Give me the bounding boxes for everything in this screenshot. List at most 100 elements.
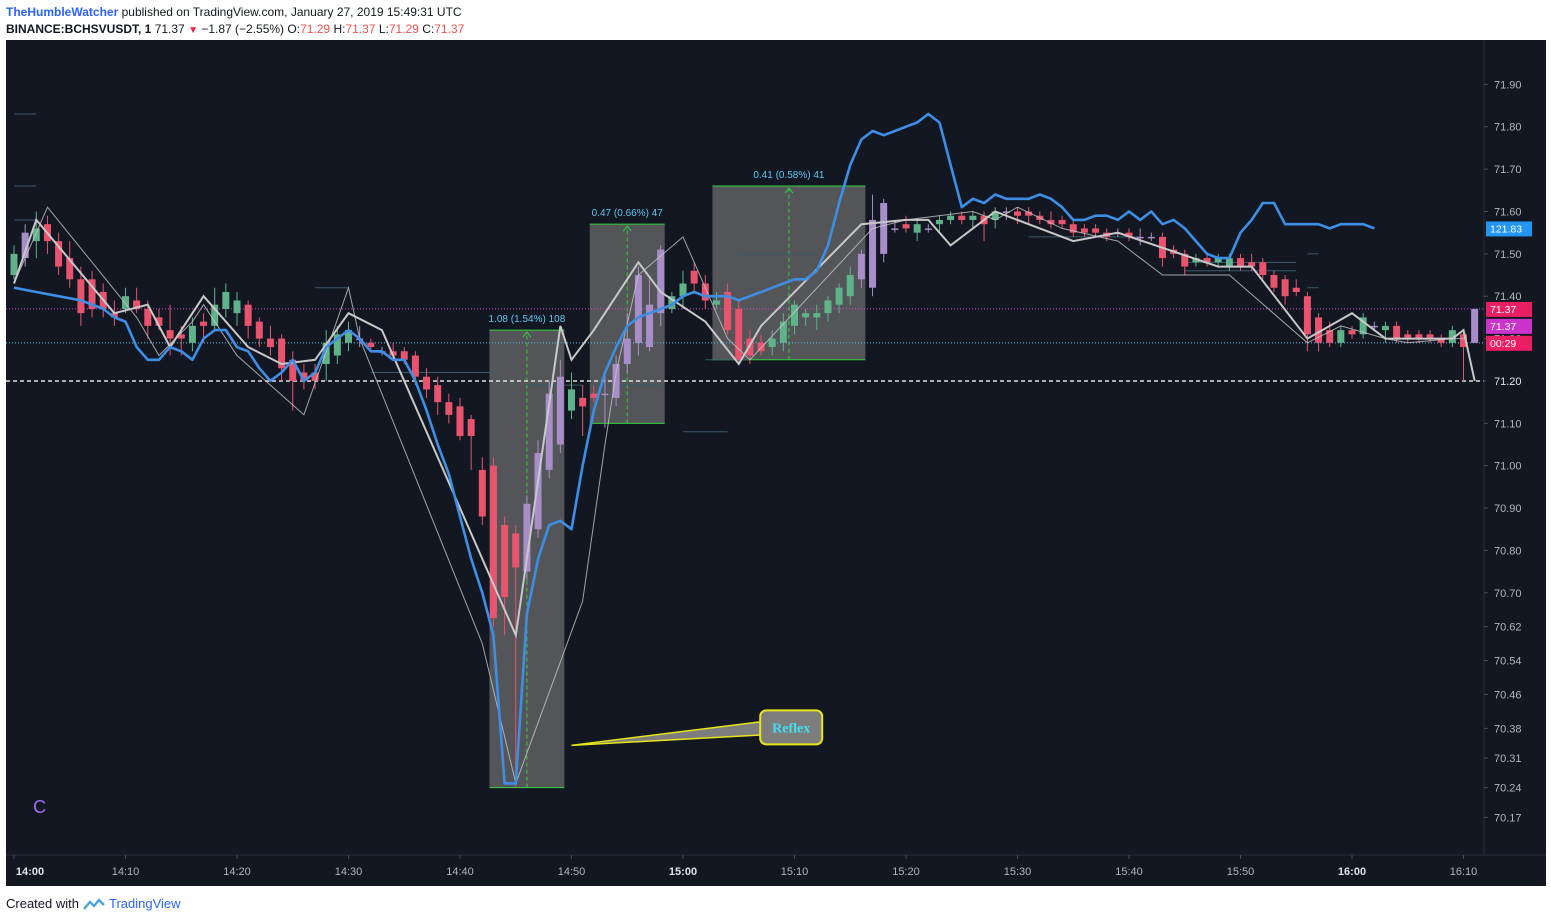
candle[interactable] bbox=[556, 359, 564, 453]
candle[interactable] bbox=[66, 241, 74, 288]
candle[interactable] bbox=[768, 330, 776, 356]
candle[interactable] bbox=[122, 287, 129, 314]
candle[interactable] bbox=[255, 317, 263, 348]
candle[interactable] bbox=[679, 270, 687, 309]
candle[interactable] bbox=[1281, 275, 1289, 305]
candle[interactable] bbox=[1415, 330, 1423, 343]
candle[interactable] bbox=[824, 296, 832, 322]
candle[interactable] bbox=[1092, 224, 1100, 237]
candle[interactable] bbox=[478, 457, 486, 525]
candle[interactable] bbox=[489, 457, 497, 627]
candle[interactable] bbox=[1437, 334, 1445, 348]
candle[interactable] bbox=[568, 372, 575, 420]
price-axis[interactable] bbox=[1484, 40, 1546, 886]
candle[interactable] bbox=[1270, 270, 1278, 292]
tradingview-link[interactable]: TradingView bbox=[108, 896, 181, 911]
candle[interactable] bbox=[1192, 253, 1200, 267]
candle[interactable] bbox=[345, 321, 352, 352]
candle[interactable] bbox=[724, 283, 732, 335]
candle[interactable] bbox=[902, 215, 910, 233]
candle[interactable] bbox=[501, 516, 509, 636]
candle[interactable] bbox=[311, 364, 319, 390]
candle[interactable] bbox=[668, 291, 676, 314]
candle[interactable] bbox=[1136, 228, 1144, 246]
candle[interactable] bbox=[969, 211, 977, 229]
candle[interactable] bbox=[746, 330, 754, 364]
author-link[interactable]: TheHumbleWatcher bbox=[6, 5, 119, 19]
candle[interactable] bbox=[523, 495, 531, 581]
callout-box[interactable] bbox=[759, 709, 824, 746]
candle[interactable] bbox=[222, 283, 230, 318]
candle[interactable] bbox=[802, 308, 810, 326]
candle[interactable] bbox=[188, 317, 196, 352]
candle[interactable] bbox=[1125, 228, 1133, 242]
candle[interactable] bbox=[1058, 215, 1066, 229]
candle[interactable] bbox=[791, 300, 798, 335]
candle[interactable] bbox=[467, 414, 475, 470]
candle[interactable] bbox=[690, 262, 698, 292]
candle[interactable] bbox=[55, 232, 63, 276]
candle[interactable] bbox=[924, 224, 932, 233]
candle[interactable] bbox=[701, 275, 709, 309]
candle[interactable] bbox=[545, 380, 553, 479]
candle[interactable] bbox=[534, 440, 542, 538]
candle[interactable] bbox=[1292, 279, 1300, 297]
candle[interactable] bbox=[233, 291, 241, 326]
candle[interactable] bbox=[869, 194, 877, 297]
candle[interactable] bbox=[434, 376, 442, 415]
candle[interactable] bbox=[300, 364, 308, 390]
candle[interactable] bbox=[857, 249, 865, 288]
candle[interactable] bbox=[1404, 330, 1412, 343]
candle[interactable] bbox=[1337, 325, 1345, 348]
candle[interactable] bbox=[646, 279, 654, 352]
candle[interactable] bbox=[1147, 232, 1155, 242]
candle[interactable] bbox=[445, 393, 453, 424]
candle[interactable] bbox=[657, 245, 665, 326]
candle[interactable] bbox=[1448, 325, 1456, 348]
candle[interactable] bbox=[880, 198, 888, 263]
candle[interactable] bbox=[1214, 253, 1222, 267]
candle[interactable] bbox=[1047, 211, 1055, 229]
candle[interactable] bbox=[1014, 207, 1021, 225]
candle[interactable] bbox=[367, 338, 375, 352]
candle[interactable] bbox=[757, 334, 765, 356]
candle[interactable] bbox=[579, 385, 587, 437]
candle[interactable] bbox=[1259, 258, 1267, 280]
candle[interactable] bbox=[266, 325, 274, 356]
candle[interactable] bbox=[1080, 224, 1088, 237]
candle[interactable] bbox=[1181, 249, 1189, 276]
candle[interactable] bbox=[21, 224, 29, 267]
candle[interactable] bbox=[1237, 253, 1244, 271]
candle[interactable] bbox=[322, 330, 330, 381]
candle[interactable] bbox=[601, 372, 609, 428]
candle[interactable] bbox=[958, 211, 966, 225]
candle[interactable] bbox=[935, 215, 943, 233]
candle[interactable] bbox=[1471, 308, 1479, 343]
candle[interactable] bbox=[244, 300, 252, 339]
candle[interactable] bbox=[835, 283, 843, 314]
candle[interactable] bbox=[512, 525, 520, 788]
candle[interactable] bbox=[1303, 291, 1311, 352]
candle[interactable] bbox=[813, 304, 821, 331]
price-chart[interactable]: 1.08 (1.54%) 108 0.47 (0.66%) 47 0.41 (0.5… bbox=[6, 40, 1546, 886]
candle[interactable] bbox=[1348, 325, 1356, 339]
candle[interactable] bbox=[590, 385, 598, 403]
candle[interactable] bbox=[891, 219, 899, 233]
candle[interactable] bbox=[947, 211, 955, 225]
candle[interactable] bbox=[1370, 321, 1378, 331]
candle[interactable] bbox=[456, 397, 464, 441]
candle[interactable] bbox=[423, 368, 431, 398]
candle[interactable] bbox=[1069, 219, 1077, 237]
candle[interactable] bbox=[88, 270, 96, 318]
candle[interactable] bbox=[77, 266, 85, 326]
candle[interactable] bbox=[1359, 313, 1367, 339]
candle[interactable] bbox=[913, 219, 921, 242]
candle[interactable] bbox=[712, 291, 720, 309]
candle[interactable] bbox=[612, 355, 620, 407]
time-axis[interactable] bbox=[6, 855, 1546, 886]
candle[interactable] bbox=[133, 287, 141, 314]
candle[interactable] bbox=[735, 300, 743, 364]
candle[interactable] bbox=[1025, 207, 1033, 225]
candle[interactable] bbox=[779, 313, 787, 352]
candle[interactable] bbox=[10, 245, 18, 280]
